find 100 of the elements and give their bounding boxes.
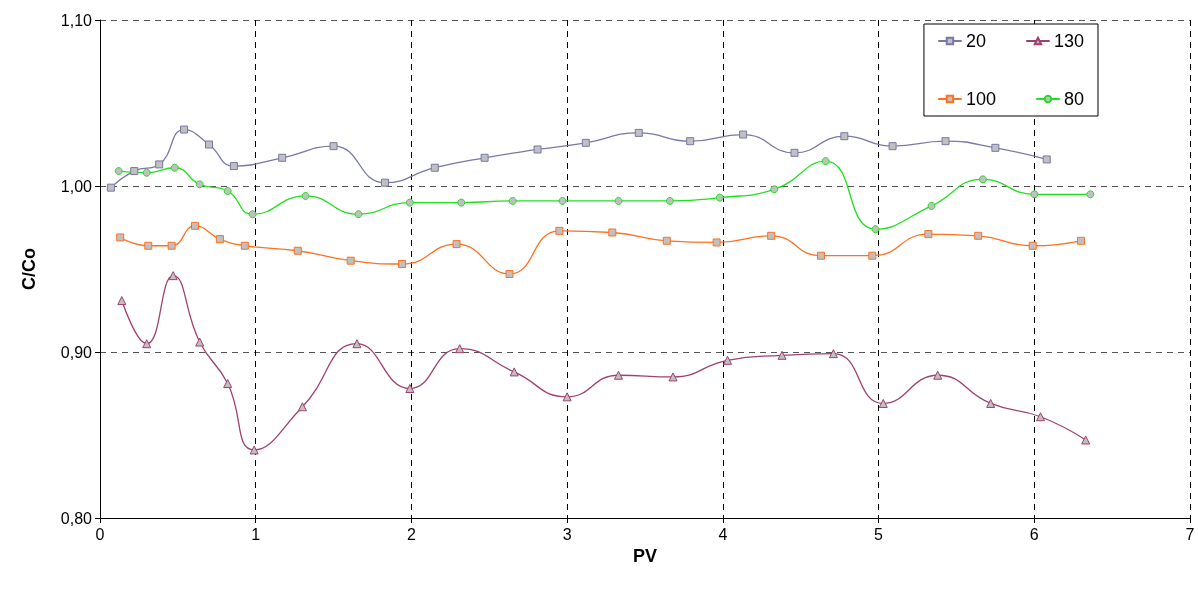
- point: [346, 256, 355, 265]
- point: [508, 196, 517, 205]
- legend-label: 100: [965, 89, 996, 109]
- point: [249, 445, 259, 455]
- point: [180, 125, 189, 134]
- x-tick-label: 2: [406, 525, 416, 543]
- point: [790, 148, 799, 157]
- point: [715, 193, 724, 202]
- point: [223, 379, 233, 389]
- point: [301, 191, 310, 200]
- point: [1042, 155, 1051, 164]
- point: [777, 350, 787, 360]
- x-tick-label: 6: [1029, 525, 1039, 543]
- point: [533, 145, 542, 154]
- point: [155, 160, 164, 169]
- point: [665, 196, 674, 205]
- point: [888, 142, 897, 151]
- point: [167, 241, 176, 250]
- point: [405, 384, 415, 394]
- point: [144, 241, 153, 250]
- point: [991, 143, 1000, 152]
- point: [1030, 190, 1039, 199]
- point: [927, 201, 936, 210]
- x-tick-label: 1: [251, 525, 261, 543]
- point: [974, 231, 983, 240]
- point: [828, 349, 838, 359]
- point: [195, 180, 204, 189]
- point: [114, 167, 123, 176]
- point: [1086, 190, 1095, 199]
- y-tick-label: 0,90: [60, 343, 93, 361]
- point: [767, 231, 776, 240]
- point: [205, 140, 213, 149]
- point: [380, 178, 389, 187]
- point: [816, 251, 825, 260]
- y-tick-label: 0,80: [60, 509, 93, 527]
- point: [723, 355, 733, 365]
- point: [978, 175, 987, 184]
- point: [430, 163, 439, 172]
- point: [562, 392, 572, 402]
- point: [634, 128, 643, 137]
- point: [457, 198, 466, 207]
- point: [455, 344, 465, 354]
- point: [614, 196, 623, 205]
- x-axis-title: PV: [632, 545, 658, 566]
- point: [924, 230, 933, 239]
- point: [293, 246, 302, 255]
- point: [558, 196, 567, 205]
- point: [168, 271, 178, 281]
- point: [662, 236, 671, 245]
- point: [190, 221, 199, 230]
- point: [821, 157, 830, 166]
- point: [405, 198, 414, 207]
- legend-label: 130: [1053, 31, 1085, 51]
- point: [352, 339, 362, 349]
- point: [142, 339, 152, 349]
- point: [581, 138, 590, 147]
- legend-label: 20: [965, 31, 986, 51]
- point: [329, 142, 338, 151]
- x-tick-label: 4: [718, 525, 728, 543]
- x-tick-label: 3: [562, 525, 572, 543]
- y-axis-title: C/Co: [19, 248, 39, 290]
- point: [933, 370, 943, 380]
- y-tick-label: 1,10: [60, 11, 93, 29]
- point: [509, 367, 519, 377]
- point: [505, 269, 514, 278]
- point: [941, 137, 950, 146]
- point: [1081, 435, 1091, 445]
- point: [116, 233, 125, 242]
- point: [106, 183, 115, 192]
- legend-label: 80: [1063, 89, 1085, 109]
- point: [195, 337, 205, 347]
- point: [215, 235, 224, 244]
- x-tick-label: 5: [874, 525, 884, 543]
- point: [223, 186, 232, 195]
- point: [878, 398, 888, 408]
- point: [452, 240, 461, 249]
- point: [240, 241, 249, 250]
- point: [614, 370, 624, 380]
- point: [117, 296, 127, 306]
- x-tick-label: 7: [1185, 525, 1195, 543]
- point: [986, 398, 996, 408]
- point: [354, 210, 363, 219]
- point: [712, 238, 721, 247]
- point: [686, 137, 695, 146]
- point: [770, 185, 779, 194]
- point: [398, 260, 407, 269]
- point: [480, 153, 489, 162]
- point: [248, 210, 257, 219]
- point: [1077, 236, 1085, 245]
- point: [555, 226, 564, 235]
- y-tick-label: 1,00: [60, 177, 93, 195]
- point: [170, 163, 179, 172]
- point: [840, 132, 849, 141]
- point: [130, 167, 139, 176]
- x-tick-label: 0: [95, 525, 105, 543]
- point: [868, 251, 877, 260]
- point: [297, 402, 307, 412]
- point: [142, 168, 151, 177]
- point: [871, 225, 880, 234]
- point: [278, 153, 287, 162]
